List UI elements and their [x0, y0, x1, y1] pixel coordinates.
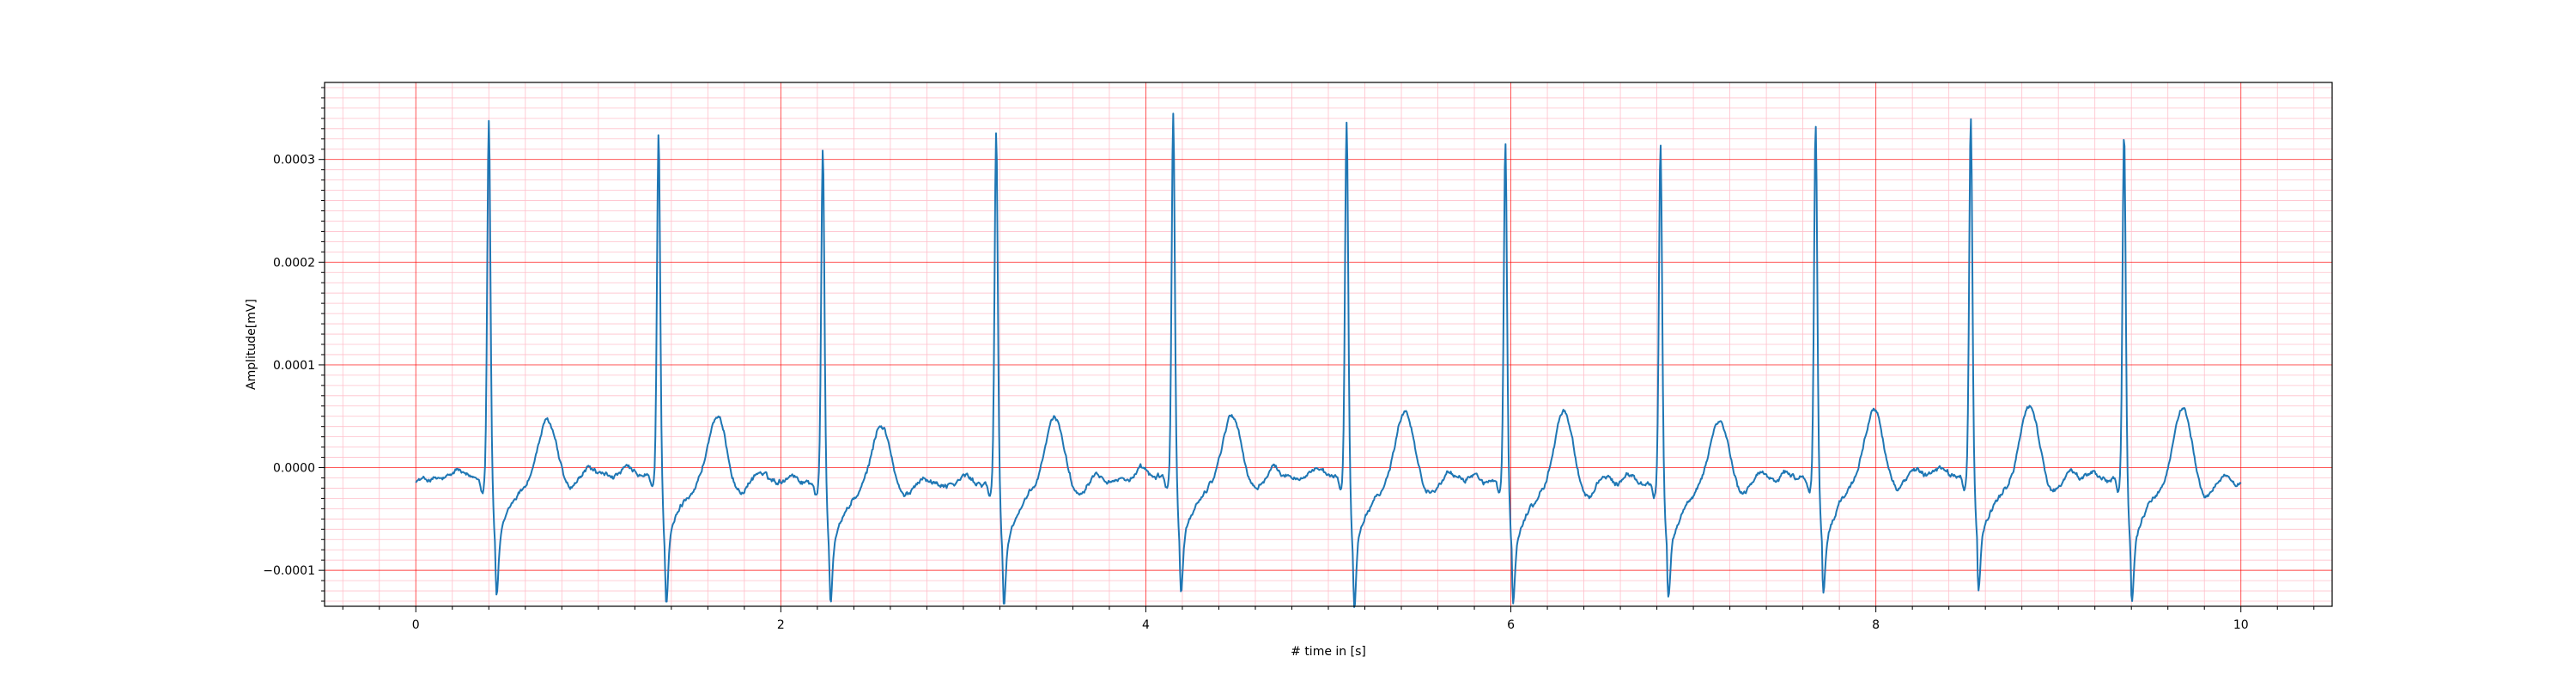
x-tick-label: 10	[2233, 618, 2249, 632]
x-axis: 0 2 4 6 8 10	[342, 606, 2315, 632]
y-axis: −0.0001 0.0000 0.0001 0.0002 0.0003	[263, 87, 325, 602]
x-tick-label: 8	[1872, 618, 1880, 632]
y-axis-label: Amplitude[mV]	[245, 299, 258, 390]
x-tick-label: 0	[412, 618, 420, 632]
plot-area	[324, 82, 2333, 608]
y-tick-label: −0.0001	[263, 564, 315, 578]
x-tick-label: 4	[1142, 618, 1150, 632]
x-axis-label: # time in [s]	[1291, 645, 1366, 659]
y-tick-label: 0.0002	[273, 256, 315, 270]
y-tick-label: 0.0000	[273, 462, 315, 476]
x-tick-label: 6	[1507, 618, 1515, 632]
y-tick-label: 0.0001	[273, 359, 315, 373]
y-tick-label: 0.0003	[273, 154, 315, 167]
major-grid	[325, 82, 2332, 606]
ecg-signal-line	[415, 112, 2242, 608]
minor-grid	[325, 82, 2332, 606]
x-tick-label: 2	[777, 618, 785, 632]
